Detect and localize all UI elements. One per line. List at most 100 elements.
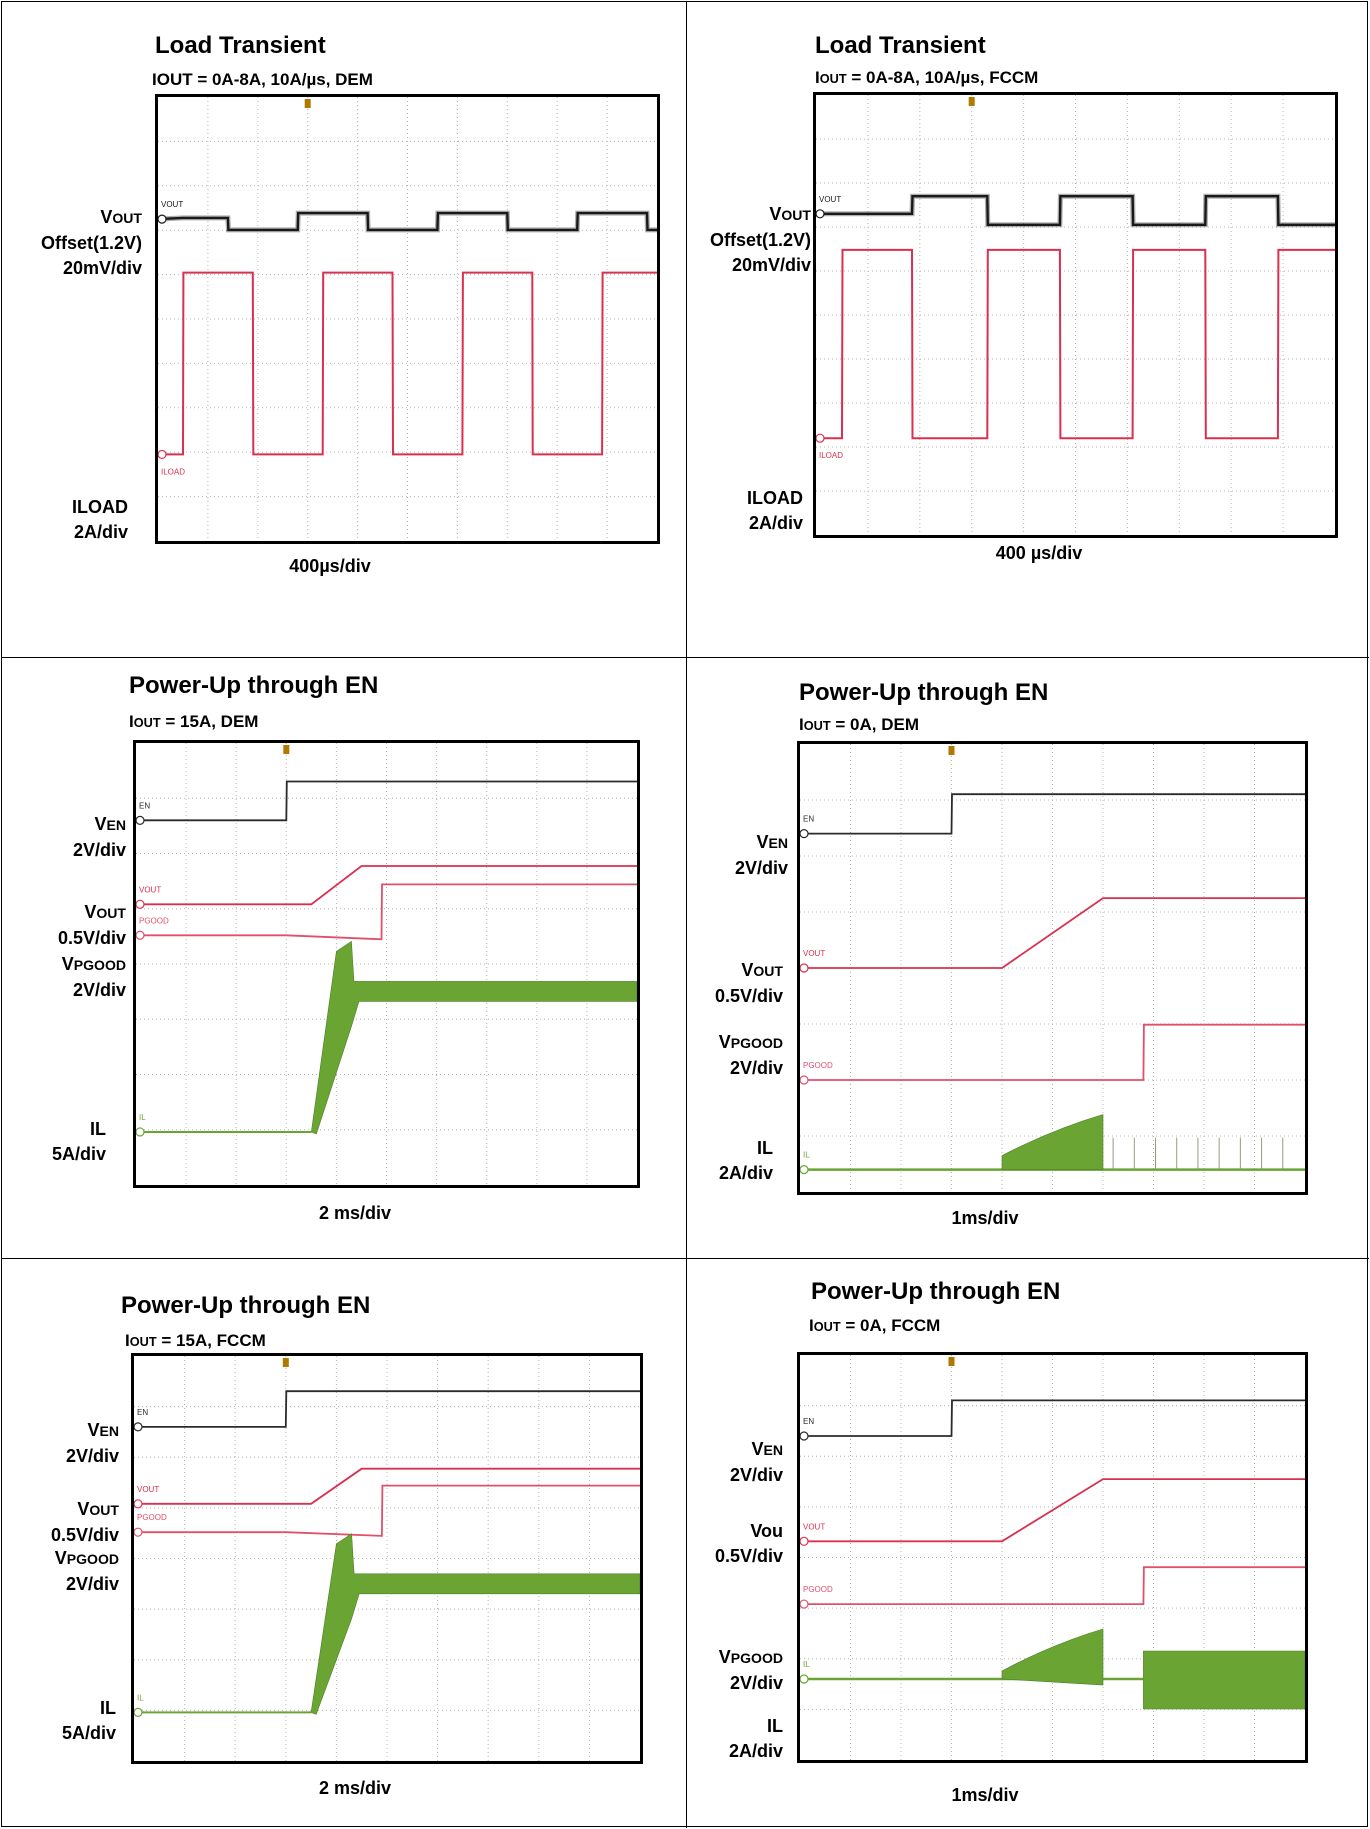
trace-vout xyxy=(800,897,1305,969)
trace-vout xyxy=(816,194,1335,227)
trace-tag: IL xyxy=(803,1660,810,1669)
channel-label: VOUT Offset(1.2V) 20mV/div xyxy=(40,207,142,278)
trace-en xyxy=(136,780,637,822)
chart-subtitle: IOUT = 0A, DEM xyxy=(799,715,919,734)
chart-subtitle: IOUT = 15A, FCCM xyxy=(125,1331,266,1350)
channel-marker xyxy=(136,815,145,825)
chart-title: Load Transient xyxy=(155,32,326,59)
trace-tag: PGOOD xyxy=(803,1585,833,1594)
channel-marker xyxy=(800,829,809,839)
trace-en xyxy=(800,793,1305,835)
channel-marker xyxy=(134,1707,143,1717)
trigger-marker xyxy=(948,1357,955,1366)
channel-label: IL 2A/div xyxy=(718,1138,773,1183)
channel-label: VPGOOD 2V/div xyxy=(54,1548,119,1594)
trace-tag: EN xyxy=(803,815,814,824)
channel-marker xyxy=(158,214,167,224)
trace-il-band xyxy=(1001,1114,1104,1170)
trace-pgood xyxy=(134,1484,640,1537)
trigger-marker xyxy=(282,1358,289,1367)
channel-label: VPGOOD 2V/div xyxy=(718,1032,783,1078)
trace-vout xyxy=(136,865,637,906)
channel-label: VEN 2V/div xyxy=(65,1420,119,1466)
trace-tag: EN xyxy=(803,1417,814,1426)
channel-marker xyxy=(800,1165,809,1175)
oscilloscope-screen: VOUT ILOAD xyxy=(813,92,1338,538)
trace-iload xyxy=(816,248,1335,440)
trace-pgood xyxy=(800,1566,1305,1606)
trace-tag: ILOAD xyxy=(819,451,843,460)
channel-label: VPGOOD 2V/div xyxy=(718,1647,783,1693)
trace-vout xyxy=(158,211,657,232)
trigger-marker xyxy=(304,99,311,108)
plot-area: EN VOUT PGOOD IL xyxy=(134,1356,640,1761)
plot-area: VOUT ILOAD xyxy=(816,95,1335,535)
trace-en xyxy=(134,1390,640,1428)
channel-marker xyxy=(158,449,167,460)
trace-iload xyxy=(158,271,657,456)
trace-tag: EN xyxy=(139,801,150,810)
trace-tag: VOUT xyxy=(161,200,183,209)
channel-marker xyxy=(800,1599,809,1609)
channel-marker xyxy=(800,1431,809,1441)
trace-tag: EN xyxy=(137,1408,148,1417)
channel-marker xyxy=(134,1422,143,1432)
oscilloscope-screen: EN VOUT PGOOD IL xyxy=(133,740,640,1188)
x-axis-label: 2 ms/div xyxy=(318,1778,392,1798)
channel-label: ILOAD 2A/div xyxy=(72,497,128,542)
trace-vout xyxy=(134,1467,640,1505)
chart-title: Load Transient xyxy=(815,32,986,59)
trace-tag: VOUT xyxy=(139,885,161,894)
row-divider xyxy=(2,657,1369,658)
channel-label: VEN 2V/div xyxy=(734,832,788,878)
channel-label: VOUT Offset(1.2V) 20mV/div xyxy=(709,204,811,275)
x-axis-label: 2 ms/div xyxy=(318,1203,392,1223)
chart-title: Power-Up through EN xyxy=(811,1278,1061,1305)
trace-tag: VOUT xyxy=(803,1522,825,1531)
channel-label: VOUT 0.5V/div xyxy=(57,902,126,948)
x-axis-label: 1ms/div xyxy=(951,1208,1019,1228)
channel-marker xyxy=(136,1127,145,1137)
trace-pgood xyxy=(136,883,637,941)
trace-il-band xyxy=(310,1533,640,1715)
plot-area: EN VOUT PGOOD IL xyxy=(136,743,637,1185)
channel-label: IL 2A/div xyxy=(728,1716,783,1761)
trace-tag: PGOOD xyxy=(137,1513,167,1522)
chart-subtitle: IOUT = 0A, FCCM xyxy=(809,1316,941,1335)
trace-noise-band xyxy=(816,193,1335,228)
chart-subtitle: IOUT = 0A-8A, 10A/µs, FCCM xyxy=(815,68,1039,87)
x-axis-label: 400µs/div xyxy=(289,556,371,576)
channel-label: IL 5A/div xyxy=(61,1698,116,1743)
channel-marker xyxy=(800,963,809,973)
trace-vout xyxy=(800,1478,1305,1543)
chart-subtitle: IOUT = 15A, DEM xyxy=(129,712,259,731)
channel-label: Vou 0.5V/div xyxy=(714,1521,783,1566)
trace-tag: VOUT xyxy=(819,195,841,204)
oscilloscope-screen: EN VOUT PGOOD IL xyxy=(131,1353,643,1764)
oscilloscope-screen: EN VOUT PGOOD IL xyxy=(797,741,1308,1195)
channel-label: VEN 2V/div xyxy=(729,1439,783,1485)
oscilloscope-screen: VOUT ILOAD xyxy=(155,94,660,544)
channel-label: VEN 2V/div xyxy=(72,814,126,860)
trace-tag: PGOOD xyxy=(803,1061,833,1070)
channel-marker xyxy=(134,1499,143,1509)
trace-tag: IL xyxy=(139,1113,146,1122)
channel-marker xyxy=(136,930,145,940)
trace-il-band xyxy=(311,940,637,1135)
trace-tag: PGOOD xyxy=(139,916,169,925)
channel-marker xyxy=(800,1674,809,1684)
trace-tag: VOUT xyxy=(137,1485,159,1494)
channel-marker xyxy=(816,209,825,219)
chart-title: Power-Up through EN xyxy=(121,1292,371,1319)
trace-tag: IL xyxy=(803,1151,810,1160)
trace-noise-band xyxy=(158,210,657,233)
row-divider xyxy=(2,1258,1369,1259)
chart-subtitle: IOUT = 0A-8A, 10A/µs, DEM xyxy=(152,70,373,89)
trace-pgood xyxy=(800,1023,1305,1081)
x-axis-label: 400 µs/div xyxy=(995,543,1083,563)
channel-marker xyxy=(800,1536,809,1546)
chart-title: Power-Up through EN xyxy=(129,672,379,699)
trigger-marker xyxy=(948,746,955,755)
trace-tag: ILOAD xyxy=(161,467,185,476)
